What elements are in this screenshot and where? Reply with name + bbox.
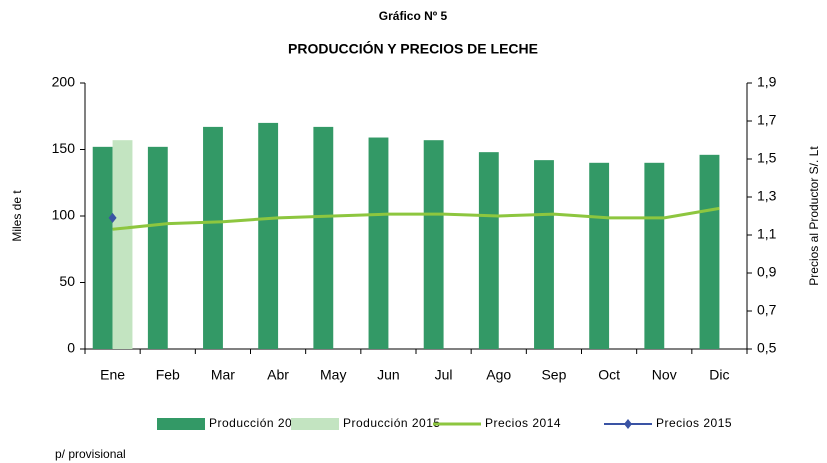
- legend-label: Precios 2015: [656, 416, 732, 430]
- x-tick-label: Jul: [435, 367, 453, 383]
- y-tick-label: 150: [52, 140, 76, 156]
- chart-subtitle: PRODUCCIÓN Y PRECIOS DE LECHE: [288, 40, 538, 57]
- line: [112, 206, 720, 231]
- legend-label: Precios 2014: [485, 416, 561, 430]
- bar: [534, 160, 554, 349]
- y2-tick-label: 0,5: [757, 340, 777, 356]
- y2-tick-label: 1,9: [757, 74, 777, 90]
- legend-label: Producción 2015: [343, 416, 441, 430]
- legend-marker: [624, 419, 632, 429]
- footnote: p/ provisional: [55, 447, 126, 461]
- y2-tick-label: 0,9: [757, 264, 777, 280]
- x-tick-label: Jun: [377, 367, 400, 383]
- bar: [92, 146, 113, 349]
- legend-label: Producción 2014: [209, 416, 307, 430]
- y2-tick-label: 1,7: [757, 112, 777, 128]
- chart-title: Gráfico Nº 5: [379, 9, 448, 23]
- legend-swatch: [291, 418, 339, 430]
- x-tick-label: Feb: [156, 367, 180, 383]
- bar: [112, 140, 133, 349]
- x-tick-label: Mar: [211, 367, 235, 383]
- bar: [203, 126, 223, 349]
- bar: [478, 152, 499, 349]
- y2-tick-label: 1,3: [757, 188, 777, 204]
- x-tick-label: Ago: [486, 367, 511, 383]
- bar: [589, 162, 610, 349]
- bar: [699, 154, 720, 349]
- y2-axis-label: Precios al Productor S/. Lt: [807, 146, 821, 286]
- bar: [423, 140, 444, 349]
- y-tick-label: 100: [52, 207, 76, 223]
- x-tick-label: Ene: [100, 367, 125, 383]
- x-tick-label: Abr: [267, 367, 289, 383]
- y2-tick-label: 0,7: [757, 302, 777, 318]
- bar: [313, 126, 334, 349]
- bar: [644, 162, 665, 349]
- y-tick-label: 50: [59, 273, 75, 289]
- x-tick-label: Oct: [598, 367, 620, 383]
- x-tick-label: Dic: [709, 367, 729, 383]
- legend-swatch: [157, 418, 205, 430]
- y-tick-label: 200: [52, 74, 76, 90]
- x-tick-label: Nov: [652, 367, 677, 383]
- bar: [368, 137, 389, 349]
- bar: [147, 146, 168, 349]
- y-axis-label: Miles de t: [10, 190, 24, 242]
- marker: [108, 212, 117, 223]
- y2-tick-label: 1,5: [757, 150, 777, 166]
- y2-tick-label: 1,1: [757, 226, 777, 242]
- x-tick-label: May: [320, 367, 346, 383]
- y-tick-label: 0: [67, 340, 75, 356]
- bar: [258, 122, 279, 350]
- x-tick-label: Sep: [541, 367, 566, 383]
